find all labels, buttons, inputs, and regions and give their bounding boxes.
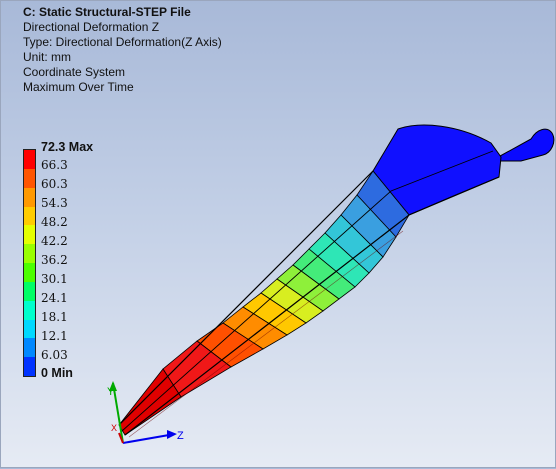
legend-color-band bbox=[24, 206, 35, 226]
legend-color-band bbox=[24, 244, 35, 264]
analysis-title: C: Static Structural-STEP File bbox=[23, 5, 191, 19]
legend-label-max: 72.3 Max bbox=[41, 140, 94, 154]
legend-color-bar bbox=[23, 149, 36, 377]
legend-color-band bbox=[24, 319, 35, 339]
legend-color-band bbox=[24, 338, 35, 358]
legend-label: 6.03 bbox=[41, 348, 68, 362]
legend-label: 30.1 bbox=[41, 272, 68, 286]
triad-z-axis bbox=[122, 434, 170, 444]
legend-label: 66.3 bbox=[41, 158, 68, 172]
result-coordinate-system: Coordinate System bbox=[23, 65, 126, 79]
legend-label-min: 0 Min bbox=[41, 366, 73, 380]
legend-color-band bbox=[24, 225, 35, 245]
triad-x-axis bbox=[118, 432, 124, 444]
triad-y-axis bbox=[112, 382, 124, 444]
legend-color-band bbox=[24, 187, 35, 207]
result-name: Directional Deformation Z bbox=[23, 20, 160, 34]
axis-triad[interactable]: Y Z X bbox=[101, 381, 221, 461]
legend-color-band bbox=[24, 357, 35, 377]
triad-x-label: X bbox=[111, 423, 117, 433]
result-time: Maximum Over Time bbox=[23, 80, 134, 94]
legend-label: 48.2 bbox=[41, 215, 68, 229]
triad-y-arrow-icon bbox=[109, 381, 117, 391]
legend-color-band bbox=[24, 150, 35, 170]
legend-label: 42.2 bbox=[41, 234, 68, 248]
result-header: C: Static Structural-STEP File Direction… bbox=[23, 5, 222, 95]
triad-y-label: Y bbox=[107, 386, 115, 398]
legend-color-band bbox=[24, 168, 35, 189]
legend-label: 54.3 bbox=[41, 196, 68, 210]
legend-color-band bbox=[24, 300, 35, 320]
legend-label: 24.1 bbox=[41, 291, 68, 305]
legend-label: 60.3 bbox=[41, 177, 68, 191]
triad-z-arrow-icon bbox=[167, 430, 177, 439]
result-type: Type: Directional Deformation(Z Axis) bbox=[23, 35, 222, 49]
legend-color-band bbox=[24, 281, 35, 302]
triad-z-label: Z bbox=[177, 430, 184, 442]
legend-color-band bbox=[24, 263, 35, 283]
result-unit: Unit: mm bbox=[23, 50, 71, 64]
legend-label: 36.2 bbox=[41, 253, 68, 267]
legend-label: 18.1 bbox=[41, 310, 68, 324]
legend-label: 12.1 bbox=[41, 329, 68, 343]
